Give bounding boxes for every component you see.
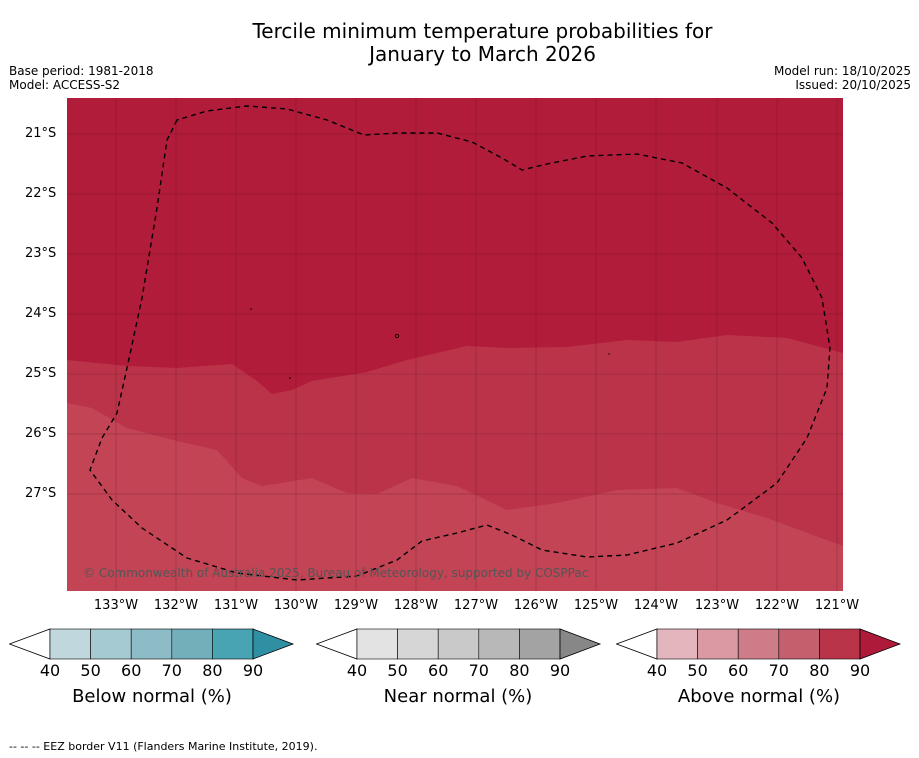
island-3 [289, 377, 291, 379]
colorbar-tick-label: 60 [428, 661, 449, 680]
colorbar-under-arrow [9, 628, 51, 660]
latitude-label: 22°S [25, 186, 57, 201]
longitude-label: 133°W [93, 598, 139, 613]
eez-legend: -- -- -- EEZ border V11 (Flanders Marine… [9, 740, 318, 753]
colorbar-tick-label: 70 [161, 661, 182, 680]
colorbar-segment [819, 628, 861, 660]
longitude-label: 127°W [453, 598, 499, 613]
base-period: Base period: 1981-2018 [9, 64, 154, 78]
colorbar-over-arrow [252, 628, 295, 660]
longitude-label: 126°W [513, 598, 559, 613]
longitude-label: 125°W [573, 598, 619, 613]
colorbar-under-arrow [616, 628, 658, 660]
colorbar-tick-label: 60 [728, 661, 749, 680]
colorbar-segment [212, 628, 254, 660]
longitude-label: 132°W [153, 598, 199, 613]
longitude-label: 128°W [393, 598, 439, 613]
colorbar-tick-label: 60 [121, 661, 142, 680]
longitude-label: 124°W [633, 598, 679, 613]
colorbar-segment [437, 628, 480, 660]
island-1 [250, 308, 252, 310]
longitude-label: 123°W [694, 598, 740, 613]
island-2 [395, 334, 399, 338]
colorbar-title-above: Above normal (%) [677, 686, 841, 707]
model-name: Model: ACCESS-S2 [9, 78, 121, 92]
colorbar-tick-label: 90 [549, 661, 571, 680]
colorbar-tick-label: 90 [849, 661, 871, 680]
colorbar-over-arrow [559, 628, 602, 660]
colorbar-title-below: Below normal (%) [72, 686, 232, 707]
colorbar-title-near: Near normal (%) [383, 686, 533, 707]
colorbar-segment [130, 628, 173, 660]
island-4 [608, 353, 610, 355]
longitude-label: 122°W [754, 598, 800, 613]
latitude-label: 25°S [25, 366, 57, 381]
colorbar-segment [171, 628, 213, 660]
issued-date: Issued: 20/10/2025 [795, 78, 911, 92]
colorbar-tick-label: 50 [687, 661, 708, 680]
colorbar-below-normal [9, 628, 295, 660]
colorbar-segment [356, 628, 398, 660]
metadata-right: Model run: 18/10/2025 Issued: 20/10/2025 [774, 64, 911, 92]
colorbar-tick-label: 80 [509, 661, 530, 680]
latitude-label: 24°S [25, 306, 57, 321]
longitude-label: 131°W [213, 598, 259, 613]
eez-border [89, 105, 831, 581]
colorbar-tick-label: 50 [80, 661, 101, 680]
band-70 [67, 403, 843, 591]
chart-title: Tercile minimum temperature probabilitie… [0, 20, 919, 66]
colorbar-tick-label: 80 [202, 661, 223, 680]
model-run: Model run: 18/10/2025 [773, 64, 911, 78]
colorbar-tick-label: 50 [387, 661, 408, 680]
colorbar-tick-label: 40 [646, 661, 668, 680]
colorbar-segment [478, 628, 520, 660]
title-line-1: Tercile minimum temperature probabilitie… [252, 19, 713, 43]
latitude-label: 27°S [25, 486, 57, 501]
colorbar-segment [49, 628, 91, 660]
colorbar-over-arrow [859, 628, 902, 660]
colorbar-tick-label: 40 [39, 661, 61, 680]
colorbar-tick-label: 40 [346, 661, 368, 680]
probability-map [67, 98, 843, 591]
title-line-2: January to March 2026 [369, 42, 596, 66]
longitude-label: 121°W [814, 598, 860, 613]
latitude-label: 23°S [25, 246, 57, 261]
colorbar-segment [519, 628, 561, 660]
latitude-label: 26°S [25, 426, 57, 441]
colorbar-tick-label: 80 [809, 661, 830, 680]
grid-lines [67, 98, 843, 591]
longitude-label: 129°W [333, 598, 379, 613]
latitude-label: 21°S [25, 126, 57, 141]
colorbar-near-normal [316, 628, 602, 660]
colorbar-segment [656, 628, 698, 660]
colorbar-tick-label: 90 [242, 661, 264, 680]
copyright-credit: © Commonwealth of Australia 2025, Bureau… [83, 566, 589, 580]
colorbar-segment [697, 628, 739, 660]
metadata-left: Base period: 1981-2018 Model: ACCESS-S2 [9, 64, 154, 92]
colorbar-segment [778, 628, 820, 660]
longitude-label: 130°W [273, 598, 319, 613]
colorbar-tick-label: 70 [468, 661, 489, 680]
colorbar-segment [737, 628, 780, 660]
colorbar-segment [90, 628, 132, 660]
colorbar-tick-label: 70 [768, 661, 789, 680]
colorbar-above-normal [616, 628, 902, 660]
colorbar-under-arrow [316, 628, 358, 660]
colorbar-segment [397, 628, 439, 660]
